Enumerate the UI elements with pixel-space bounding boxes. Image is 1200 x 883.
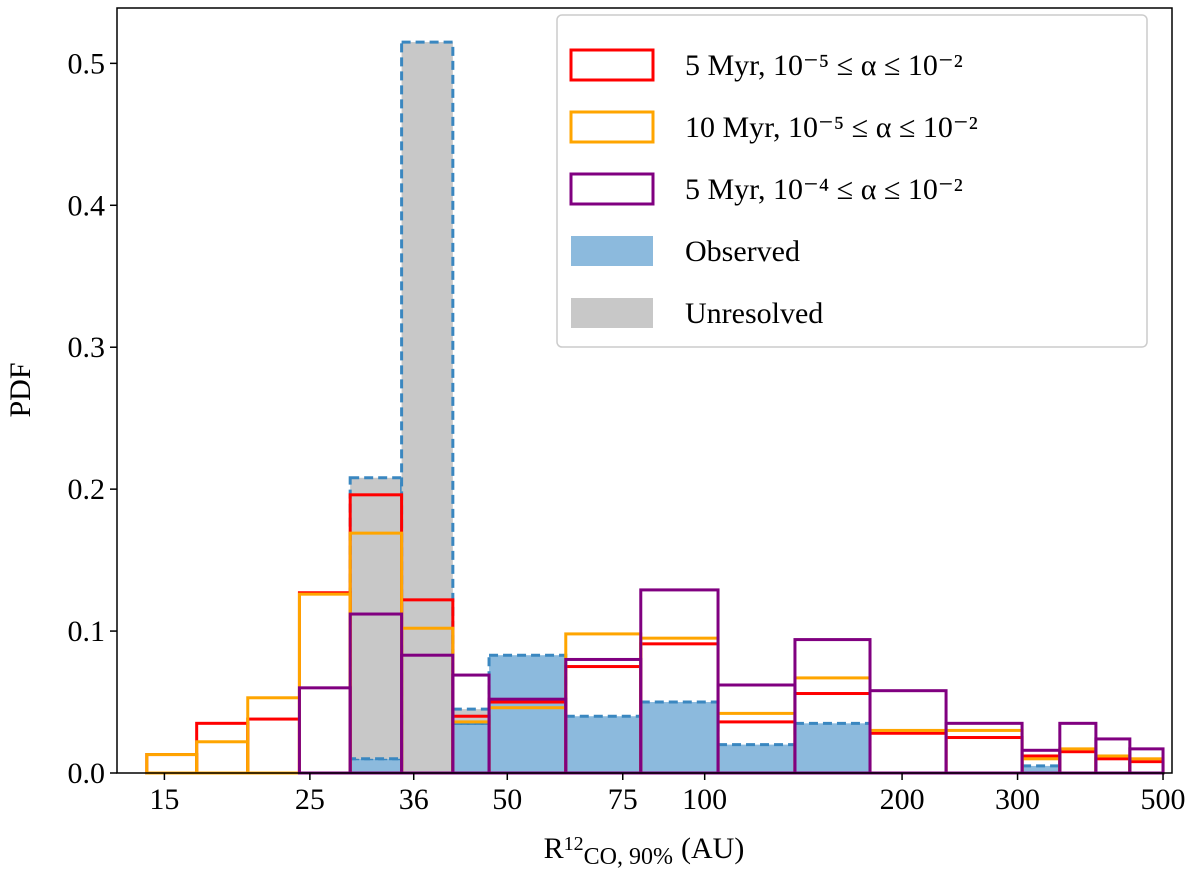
legend-box [556,14,1148,348]
y-tick-label: 0.1 [68,615,106,648]
hist-step [195,721,250,775]
hist-step [868,731,948,775]
y-tick-label: 0.4 [68,189,106,222]
y-tick-label: 0.0 [68,757,106,790]
x-label-main: R [544,832,564,865]
legend-swatch [569,172,655,206]
legend-swatch [569,48,655,82]
hist-step [868,728,948,775]
legend-swatch [569,110,655,144]
x-tick-label: 75 [608,783,638,816]
x-tick-label: 25 [295,783,325,816]
legend-label: Unresolved [685,297,823,330]
legend-label: 5 Myr, 10⁻⁵ ≤ α ≤ 10⁻² [685,49,963,82]
x-tick-label: 500 [1141,783,1186,816]
x-tick-label: 36 [399,783,429,816]
hist-bar [348,476,404,761]
hist-step [246,717,301,775]
hist-bar [639,700,720,775]
y-tick-label: 0.3 [68,331,106,364]
hist-bar [348,757,404,775]
hist-bar [716,743,797,775]
hist-bar [451,721,491,775]
hist-step [1128,760,1165,775]
legend-swatch [571,236,653,266]
x-tick-label: 200 [880,783,925,816]
y-axis-label: PDF [4,362,37,417]
hist-step [297,592,352,775]
hist-step [944,736,1024,775]
x-tick-label: 15 [149,783,179,816]
x-tick-label: 100 [682,783,727,816]
x-label-unit: (AU) [681,832,744,865]
hist-bar [564,714,643,775]
x-tick-label: 300 [995,783,1040,816]
hist-bar [793,721,872,775]
hist-step [297,591,352,775]
legend-label: 10 Myr, 10⁻⁵ ≤ α ≤ 10⁻² [685,111,978,144]
hist-step [145,753,199,775]
hist-step [246,696,301,775]
y-tick-label: 0.2 [68,473,106,506]
legend-swatch [571,298,653,328]
hist-step [297,686,352,775]
legend-label: Observed [685,235,800,268]
x-axis-label: R12CO, 90% (AU) [544,832,745,870]
hist-step [195,740,250,775]
hist-bar [487,653,568,775]
x-label-sub: CO, 90% [584,844,673,870]
x-label-sup: 12 [564,833,584,855]
hist-step [145,753,199,775]
y-tick-label: 0.5 [68,47,106,80]
hist-step [1058,750,1098,775]
hist-bar [400,40,455,775]
plot-frame [116,7,1173,774]
x-tick-label: 50 [492,783,522,816]
hist-step [1094,757,1132,775]
legend-label: 5 Myr, 10⁻⁴ ≤ α ≤ 10⁻² [685,173,963,206]
